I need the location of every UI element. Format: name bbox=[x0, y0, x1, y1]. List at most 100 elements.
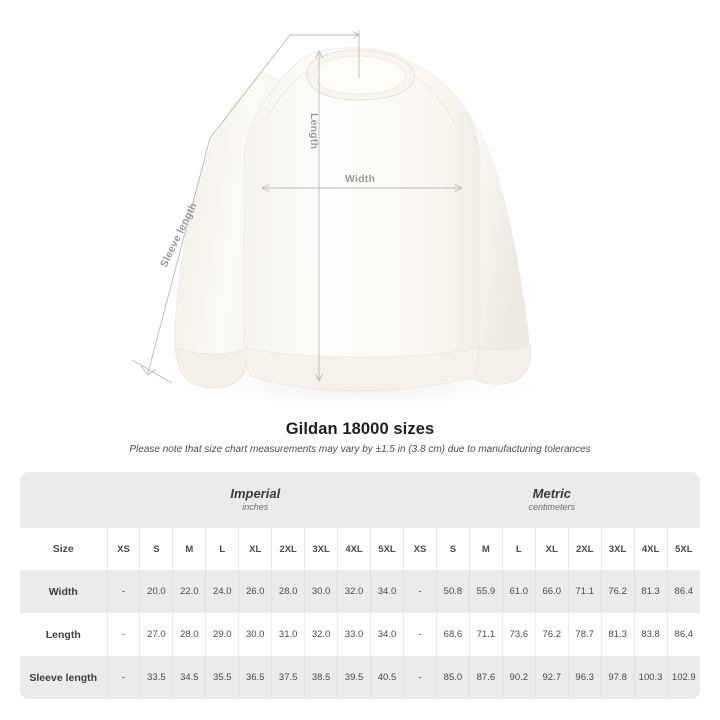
cell-sleeve-metric-l: 90.2 bbox=[501, 656, 536, 699]
left-cuff bbox=[175, 347, 248, 389]
metric-unit: centimeters bbox=[528, 502, 576, 513]
imperial-unit: inches bbox=[242, 502, 269, 513]
cell-sleeve-imperial-2xl: 37.5 bbox=[271, 656, 305, 699]
cell-length-metric-3xl: 81.3 bbox=[600, 613, 635, 656]
cell-sleeve-imperial-m: 34.5 bbox=[172, 656, 206, 699]
page-title: Gildan 18000 sizes bbox=[285, 420, 435, 438]
cell-length-imperial-xl: 30.0 bbox=[238, 613, 272, 656]
cell-length-imperial-5xl: 34.0 bbox=[369, 613, 404, 656]
cell-width-metric-3xl: 76.2 bbox=[600, 570, 635, 613]
cell-sleeve-imperial-l: 35.5 bbox=[205, 656, 239, 699]
cell-sleeve-imperial-3xl: 38.5 bbox=[304, 656, 338, 699]
sleeve-length-arrowhead bbox=[140, 365, 157, 376]
cell-sleeve-imperial-4xl: 39.5 bbox=[337, 656, 371, 699]
right-shoulder-seam bbox=[409, 71, 457, 127]
column-header-imperial-m: M bbox=[172, 528, 206, 570]
size-chart-table: Imperial inches Metric centimeters Size … bbox=[20, 472, 700, 699]
table-row: Length - 27.0 28.0 29.0 30.0 31.0 32.0 3… bbox=[20, 613, 700, 656]
cell-length-metric-l: 73.6 bbox=[501, 613, 536, 656]
cell-sleeve-metric-m: 87.6 bbox=[468, 656, 503, 699]
row-label-width: Width bbox=[20, 570, 107, 613]
cell-width-metric-s: 50.8 bbox=[435, 570, 470, 613]
column-header-metric-xs: XS bbox=[403, 528, 437, 570]
column-header-imperial-3xl: 3XL bbox=[304, 528, 338, 570]
dimension-lines bbox=[131, 30, 463, 384]
cell-sleeve-metric-5xl: 102.9 bbox=[666, 656, 700, 699]
sleeve-top-diagonal bbox=[209, 34, 291, 139]
collar-inner bbox=[315, 55, 407, 95]
cell-sleeve-metric-2xl: 96.3 bbox=[567, 656, 602, 699]
cell-length-metric-xl: 76.2 bbox=[534, 613, 569, 656]
column-header-metric-2xl: 2XL bbox=[567, 528, 602, 570]
cell-length-imperial-3xl: 32.0 bbox=[304, 613, 338, 656]
cell-width-imperial-xs: - bbox=[106, 570, 140, 613]
cell-width-metric-l: 61.0 bbox=[501, 570, 536, 613]
cell-length-metric-4xl: 83.8 bbox=[633, 613, 668, 656]
cell-width-metric-xl: 66.0 bbox=[534, 570, 569, 613]
cell-length-metric-5xl: 86.4 bbox=[666, 613, 700, 656]
column-header-imperial-l: L bbox=[205, 528, 239, 570]
cell-width-metric-2xl: 71.1 bbox=[567, 570, 602, 613]
width-arrow-left bbox=[261, 184, 270, 192]
cell-length-imperial-m: 28.0 bbox=[172, 613, 206, 656]
cell-length-metric-s: 68.6 bbox=[435, 613, 470, 656]
length-arrow-bottom bbox=[315, 373, 323, 382]
cell-width-imperial-3xl: 30.0 bbox=[304, 570, 338, 613]
cell-sleeve-metric-s: 85.0 bbox=[435, 656, 470, 699]
length-arrow-top bbox=[315, 50, 323, 59]
column-header-metric-l: L bbox=[501, 528, 536, 570]
column-header-metric-xl: XL bbox=[534, 528, 569, 570]
unit-header-spacer bbox=[20, 472, 107, 528]
width-label: Width bbox=[345, 173, 376, 185]
cell-length-metric-xs: - bbox=[403, 613, 437, 656]
row-label-length: Length bbox=[20, 613, 107, 656]
cell-width-imperial-l: 24.0 bbox=[205, 570, 239, 613]
cell-width-imperial-4xl: 32.0 bbox=[337, 570, 371, 613]
sweatshirt-illustration bbox=[131, 30, 570, 410]
cell-length-imperial-4xl: 33.0 bbox=[337, 613, 371, 656]
cell-sleeve-metric-4xl: 100.3 bbox=[633, 656, 668, 699]
metric-label: Metric bbox=[532, 486, 571, 502]
column-header-metric-m: M bbox=[468, 528, 503, 570]
cell-length-imperial-l: 29.0 bbox=[205, 613, 239, 656]
unit-system-header-row: Imperial inches Metric centimeters bbox=[20, 472, 700, 528]
cell-length-metric-2xl: 78.7 bbox=[567, 613, 602, 656]
column-header-imperial-s: S bbox=[139, 528, 173, 570]
cell-width-imperial-5xl: 34.0 bbox=[369, 570, 404, 613]
cell-length-imperial-s: 27.0 bbox=[139, 613, 173, 656]
unit-header-imperial: Imperial inches bbox=[107, 472, 404, 528]
measurement-disclaimer: Please note that size chart measurements… bbox=[129, 444, 591, 455]
cell-length-imperial-xs: - bbox=[106, 613, 140, 656]
sleeve-length-line bbox=[147, 137, 211, 374]
cell-width-metric-5xl: 86.4 bbox=[666, 570, 700, 613]
cell-sleeve-imperial-xs: - bbox=[106, 656, 140, 699]
column-header-imperial-5xl: 5XL bbox=[369, 528, 404, 570]
row-label-sleeve-length: Sleeve length bbox=[20, 656, 107, 699]
imperial-label: Imperial bbox=[230, 486, 281, 502]
table-row: Sleeve length - 33.5 34.5 35.5 36.5 37.5… bbox=[20, 656, 700, 699]
width-arrow-right bbox=[454, 184, 463, 192]
column-header-metric-5xl: 5XL bbox=[666, 528, 700, 570]
column-header-size: Size bbox=[20, 528, 107, 570]
column-header-imperial-xl: XL bbox=[238, 528, 272, 570]
cell-sleeve-metric-xs: - bbox=[403, 656, 437, 699]
garment-diagram: Length Width Sleeve length bbox=[131, 30, 570, 410]
length-label: Length bbox=[308, 113, 320, 150]
table-row: Width - 20.0 22.0 24.0 26.0 28.0 30.0 32… bbox=[20, 570, 700, 613]
cell-width-imperial-s: 20.0 bbox=[139, 570, 173, 613]
column-header-metric-4xl: 4XL bbox=[633, 528, 668, 570]
column-header-imperial-4xl: 4XL bbox=[337, 528, 371, 570]
cell-width-imperial-m: 22.0 bbox=[172, 570, 206, 613]
bottom-hem bbox=[245, 347, 479, 391]
cell-sleeve-imperial-xl: 36.5 bbox=[238, 656, 272, 699]
column-header-metric-3xl: 3XL bbox=[600, 528, 635, 570]
cell-sleeve-imperial-5xl: 40.5 bbox=[369, 656, 404, 699]
size-header-row: Size XS S M L XL 2XL 3XL 4XL 5XL XS S M … bbox=[20, 528, 700, 570]
column-header-imperial-xs: XS bbox=[106, 528, 140, 570]
cell-length-imperial-2xl: 31.0 bbox=[271, 613, 305, 656]
unit-header-metric: Metric centimeters bbox=[403, 472, 700, 528]
cell-length-metric-m: 71.1 bbox=[468, 613, 503, 656]
column-header-imperial-2xl: 2XL bbox=[271, 528, 305, 570]
sleeve-cuff-tick bbox=[131, 359, 173, 384]
